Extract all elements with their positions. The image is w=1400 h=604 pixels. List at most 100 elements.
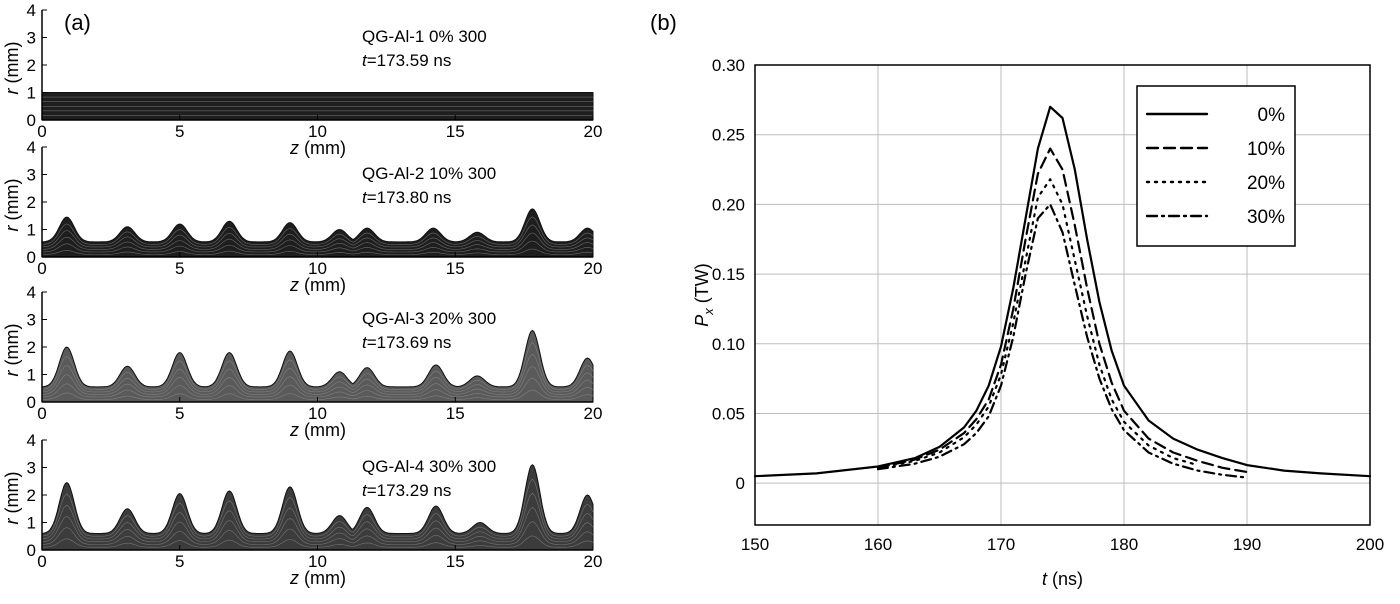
legend-label: 30% (1247, 207, 1285, 228)
series-line-30pct (876, 203, 1249, 479)
y-tick-label: 0.20 (712, 195, 745, 214)
y-tick-label: 1 (27, 514, 36, 533)
y-tick-label: 0.10 (712, 335, 745, 354)
time-label: t=173.29 ns (362, 481, 451, 500)
run-label: QG-Al-4 30% 300 (362, 457, 496, 476)
x-axis-label: z (mm) (289, 138, 346, 158)
x-axis-label: z (mm) (289, 420, 346, 440)
x-tick-label: 20 (584, 122, 603, 141)
mesh-line (41, 224, 594, 248)
run-label: QG-Al-3 20% 300 (362, 309, 496, 328)
x-tick-label: 10 (308, 404, 327, 423)
y-tick-label: 1 (27, 366, 36, 385)
mesh-line (41, 521, 594, 545)
x-tick-label: 15 (446, 404, 465, 423)
mesh-line (42, 240, 594, 253)
x-tick-label: 5 (175, 404, 184, 423)
mesh-line (41, 507, 594, 543)
y-tick-label: 4 (27, 431, 36, 450)
x-axis-label: z (mm) (289, 568, 346, 588)
legend-label: 20% (1247, 173, 1285, 194)
x-tick-label: 5 (175, 122, 184, 141)
time-label: t=173.69 ns (362, 333, 451, 352)
y-tick-label: 2 (27, 56, 36, 75)
plot-frame (754, 64, 1371, 526)
mesh-line (41, 377, 594, 398)
y-tick-label: 0.15 (712, 265, 745, 284)
y-tick-label: 0 (27, 393, 36, 412)
plasma-profile (41, 208, 594, 258)
mesh-line (41, 492, 594, 540)
run-label: QG-Al-2 10% 300 (362, 164, 496, 183)
mesh-line (41, 365, 594, 395)
y-tick-label: 4 (27, 283, 36, 302)
x-tick-label: 15 (446, 552, 465, 571)
x-tick-label: 160 (864, 535, 892, 554)
y-tick-label: 0 (27, 248, 36, 267)
mesh-line (41, 232, 594, 250)
series-lines (753, 105, 1372, 479)
x-tick-label: 20 (584, 259, 603, 278)
run-label: QG-Al-1 0% 300 (362, 27, 487, 46)
x-tick-label: 200 (1356, 535, 1384, 554)
y-tick-label: 3 (27, 311, 36, 330)
y-axis-label: r (mm) (2, 179, 22, 232)
y-tick-label: 3 (27, 29, 36, 48)
y-tick-label: 0.05 (712, 404, 745, 423)
legend-label: 0% (1258, 105, 1286, 126)
panel-b-label: (b) (650, 10, 677, 35)
mesh-line (41, 341, 594, 390)
x-tick-label: 0 (37, 259, 46, 278)
x-tick-label: 190 (1233, 535, 1261, 554)
series-line-0pct (753, 105, 1372, 478)
x-tick-label: 5 (175, 552, 184, 571)
panel-b-power-chart: 150 160 170 180 190 200 0 0.05 0.10 0.15 0.20 0.25 0… (692, 56, 1384, 589)
mesh-line (41, 478, 594, 537)
y-axis-label: r (mm) (2, 324, 22, 377)
x-tick-label: 150 (741, 535, 769, 554)
legend-box (1136, 85, 1296, 247)
series-line-20pct (876, 178, 1199, 469)
panel-a-label: (a) (64, 10, 91, 35)
y-tick-label: 0 (27, 111, 36, 130)
mesh-line (41, 216, 594, 245)
plasma-profile (41, 329, 594, 403)
y-tick-label: 2 (27, 193, 36, 212)
x-tick-label: 180 (1110, 535, 1138, 554)
x-tick-label: 15 (446, 122, 465, 141)
x-tick-label: 20 (584, 552, 603, 571)
x-tick-label: 10 (308, 122, 327, 141)
y-axis-label: r (mm) (2, 42, 22, 95)
y-tick-label: 1 (27, 84, 36, 103)
time-label: t=173.59 ns (362, 51, 451, 70)
y-tick-label: 4 (27, 1, 36, 20)
y-tick-label: 0.25 (712, 126, 745, 145)
x-tick-label: 20 (584, 404, 603, 423)
x-tick-label: 0 (37, 552, 46, 571)
y-tick-label: 4 (27, 138, 36, 157)
mesh-line (41, 353, 594, 393)
x-tick-label: 15 (446, 259, 465, 278)
y-tick-label: 0 (736, 474, 745, 493)
y-tick-label: 3 (27, 459, 36, 478)
x-tick-label: 10 (308, 552, 327, 571)
x-tick-label: 10 (308, 259, 327, 278)
y-tick-label: 3 (27, 166, 36, 185)
y-tick-label: 0.30 (712, 56, 745, 75)
x-tick-label: 5 (175, 259, 184, 278)
y-tick-label: 2 (27, 338, 36, 357)
y-axis-label: r (mm) (2, 472, 22, 525)
legend-label: 10% (1247, 139, 1285, 160)
x-axis-label: t (ns) (1042, 569, 1083, 589)
series-line-10pct (876, 147, 1249, 474)
x-axis-label: z (mm) (289, 275, 346, 295)
y-tick-label: 1 (27, 221, 36, 240)
legend: 0% 10% 20% 30% (1136, 85, 1296, 247)
y-axis-label: Px (TW) (692, 263, 716, 327)
